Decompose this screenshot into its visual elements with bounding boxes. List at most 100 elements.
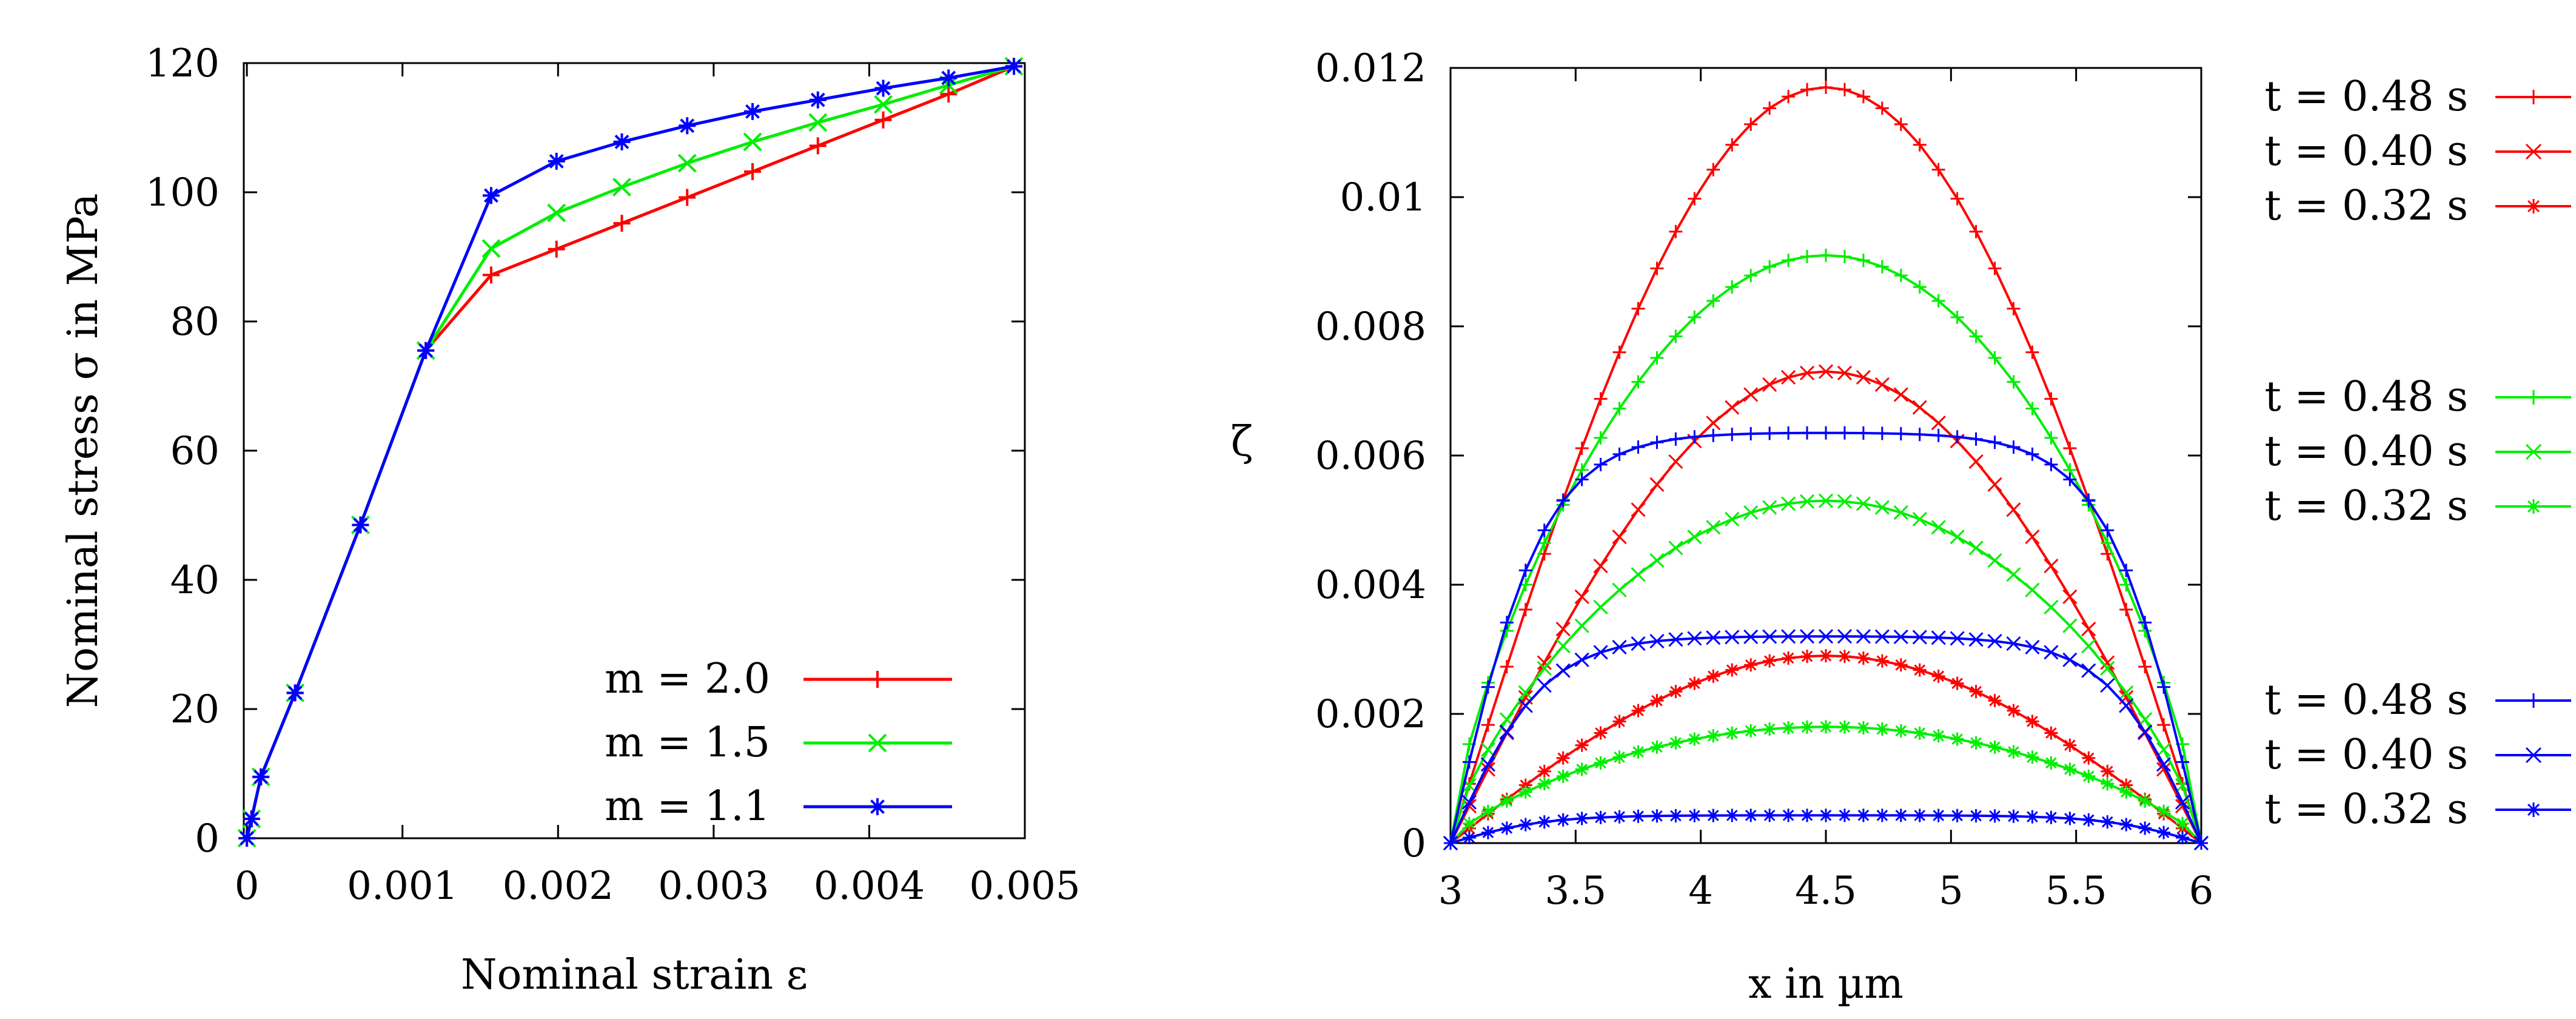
data-point (1894, 658, 1908, 672)
data-point (1782, 809, 1796, 822)
data-point (1837, 365, 1853, 381)
data-point (1612, 402, 1626, 415)
data-point (1988, 351, 2002, 365)
legend-marker (2526, 199, 2541, 214)
data-point (1669, 685, 1683, 699)
data-point (1593, 645, 1608, 660)
data-point (2101, 536, 2115, 550)
data-point (1968, 454, 1984, 469)
data-point (2044, 726, 2058, 740)
y-tick-label: 20 (170, 687, 220, 732)
data-point (1631, 440, 1645, 454)
y-tick-label: 0.004 (1315, 563, 1426, 608)
data-point (2007, 809, 2021, 823)
x-axis-label: x in µm (1748, 960, 1903, 1008)
data-point (1444, 836, 1457, 850)
data-point (1725, 400, 1740, 415)
data-point (1649, 477, 1665, 492)
data-point (1688, 192, 1702, 206)
data-point (2044, 810, 2058, 824)
data-point (1555, 639, 1571, 654)
data-point (1631, 375, 1645, 389)
data-point (1612, 639, 1627, 654)
data-point (1706, 520, 1721, 535)
data-point (1800, 720, 1814, 734)
data-point (2101, 764, 2115, 778)
data-point (2082, 813, 2096, 827)
data-point (2195, 836, 2208, 850)
data-point (1649, 553, 1665, 568)
legend-marker (869, 798, 886, 815)
data-point (809, 137, 827, 155)
data-point (2101, 523, 2115, 537)
data-point (1518, 563, 1532, 577)
data-point (1005, 58, 1023, 75)
y-tick-label: 60 (170, 429, 220, 474)
data-point (2044, 392, 2058, 406)
legend-label: t = 0.48 s (2265, 676, 2468, 724)
data-point (1763, 260, 1777, 274)
data-point (1481, 718, 1495, 732)
data-point (1725, 428, 1739, 442)
data-point (2044, 431, 2058, 445)
data-point (1819, 80, 1833, 94)
data-point (1706, 809, 1720, 822)
data-point (482, 266, 500, 284)
data-point (2138, 616, 2152, 630)
data-point (1950, 809, 1964, 822)
y-tick-label: 0.01 (1340, 175, 1427, 220)
data-point (1669, 736, 1683, 750)
data-point (2025, 715, 2039, 728)
data-point (1462, 816, 1476, 830)
data-point (1537, 777, 1551, 791)
data-point (1631, 636, 1646, 651)
data-point (1931, 630, 1946, 645)
data-point (1800, 249, 1814, 263)
y-axis-label: ζ (1231, 418, 1253, 466)
data-point (1950, 192, 1964, 206)
legend-label: t = 0.48 s (2265, 73, 2468, 121)
data-point (1968, 632, 1984, 647)
data-point (2157, 718, 2171, 732)
data-point (1837, 426, 1851, 440)
data-point (1649, 633, 1665, 649)
data-point (1687, 631, 1702, 646)
data-point (2025, 639, 2040, 654)
data-point (1799, 494, 1815, 509)
data-point (1725, 138, 1739, 152)
data-point (2025, 582, 2040, 597)
data-point (1799, 629, 1815, 644)
data-point (1481, 826, 1495, 839)
data-point (1875, 426, 1889, 440)
data-point (1913, 138, 1927, 152)
data-point (2063, 762, 2077, 776)
data-point (1894, 724, 1908, 738)
data-point (1650, 809, 1664, 823)
data-point (1537, 815, 1551, 829)
data-point (2100, 661, 2115, 676)
data-point (2156, 742, 2172, 758)
data-point (2119, 818, 2133, 832)
data-point (2081, 621, 2096, 637)
data-point (1462, 755, 1476, 769)
data-point (1593, 558, 1608, 574)
data-point (1799, 365, 1815, 381)
data-point (2044, 645, 2059, 660)
legend-label: t = 0.32 s (2265, 182, 2468, 230)
data-point (808, 113, 828, 132)
data-point (1593, 599, 1608, 614)
data-point (2063, 441, 2077, 455)
data-point (2007, 375, 2021, 389)
data-point (1800, 809, 1814, 822)
data-point (2138, 660, 2152, 674)
data-point (1894, 809, 1908, 822)
data-point (874, 111, 892, 129)
data-point (1706, 415, 1721, 431)
data-point (1574, 618, 1589, 633)
data-point (1819, 649, 1833, 663)
data-point (1988, 436, 2002, 449)
data-point (1782, 426, 1796, 440)
data-point (1556, 813, 1570, 827)
data-point (1744, 117, 1758, 131)
x-tick-label: 0.003 (658, 864, 769, 909)
